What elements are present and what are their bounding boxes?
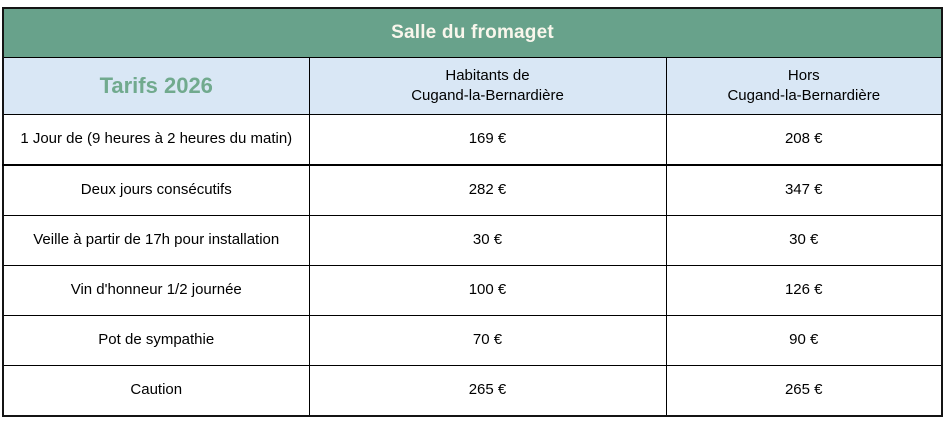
price-hors: 208 € xyxy=(665,114,943,166)
tarifs-table: Salle du fromaget Tarifs 2026 Habitants … xyxy=(2,7,943,417)
price-habitants: 282 € xyxy=(308,164,667,216)
tarifs-year-label: Tarifs 2026 xyxy=(2,57,310,115)
price-hors: 90 € xyxy=(665,315,943,366)
pricing-sheet: Salle du fromaget Tarifs 2026 Habitants … xyxy=(2,7,943,417)
table-row: 1 Jour de (9 heures à 2 heures du matin)… xyxy=(2,114,943,166)
table-row: Pot de sympathie 70 € 90 € xyxy=(2,315,943,366)
row-label: Caution xyxy=(2,365,310,417)
price-habitants: 100 € xyxy=(308,265,667,316)
row-label: Veille à partir de 17h pour installation xyxy=(2,215,310,266)
table-row: Vin d'honneur 1/2 journée 100 € 126 € xyxy=(2,265,943,316)
column-header-habitants: Habitants de Cugand-la-Bernardière xyxy=(308,57,667,115)
table-title-row: Salle du fromaget xyxy=(2,7,943,58)
row-label: 1 Jour de (9 heures à 2 heures du matin) xyxy=(2,114,310,166)
price-habitants: 169 € xyxy=(308,114,667,166)
column-header-hors: Hors Cugand-la-Bernardière xyxy=(665,57,943,115)
table-row: Caution 265 € 265 € xyxy=(2,365,943,417)
price-hors: 265 € xyxy=(665,365,943,417)
price-habitants: 30 € xyxy=(308,215,667,266)
price-hors: 347 € xyxy=(665,164,943,216)
price-habitants: 70 € xyxy=(308,315,667,366)
table-header-row: Tarifs 2026 Habitants de Cugand-la-Berna… xyxy=(2,57,943,115)
price-hors: 30 € xyxy=(665,215,943,266)
row-label: Deux jours consécutifs xyxy=(2,164,310,216)
row-label: Pot de sympathie xyxy=(2,315,310,366)
price-hors: 126 € xyxy=(665,265,943,316)
table-row: Veille à partir de 17h pour installation… xyxy=(2,215,943,266)
row-label: Vin d'honneur 1/2 journée xyxy=(2,265,310,316)
table-row: Deux jours consécutifs 282 € 347 € xyxy=(2,164,943,216)
price-habitants: 265 € xyxy=(308,365,667,417)
table-title: Salle du fromaget xyxy=(2,7,943,58)
